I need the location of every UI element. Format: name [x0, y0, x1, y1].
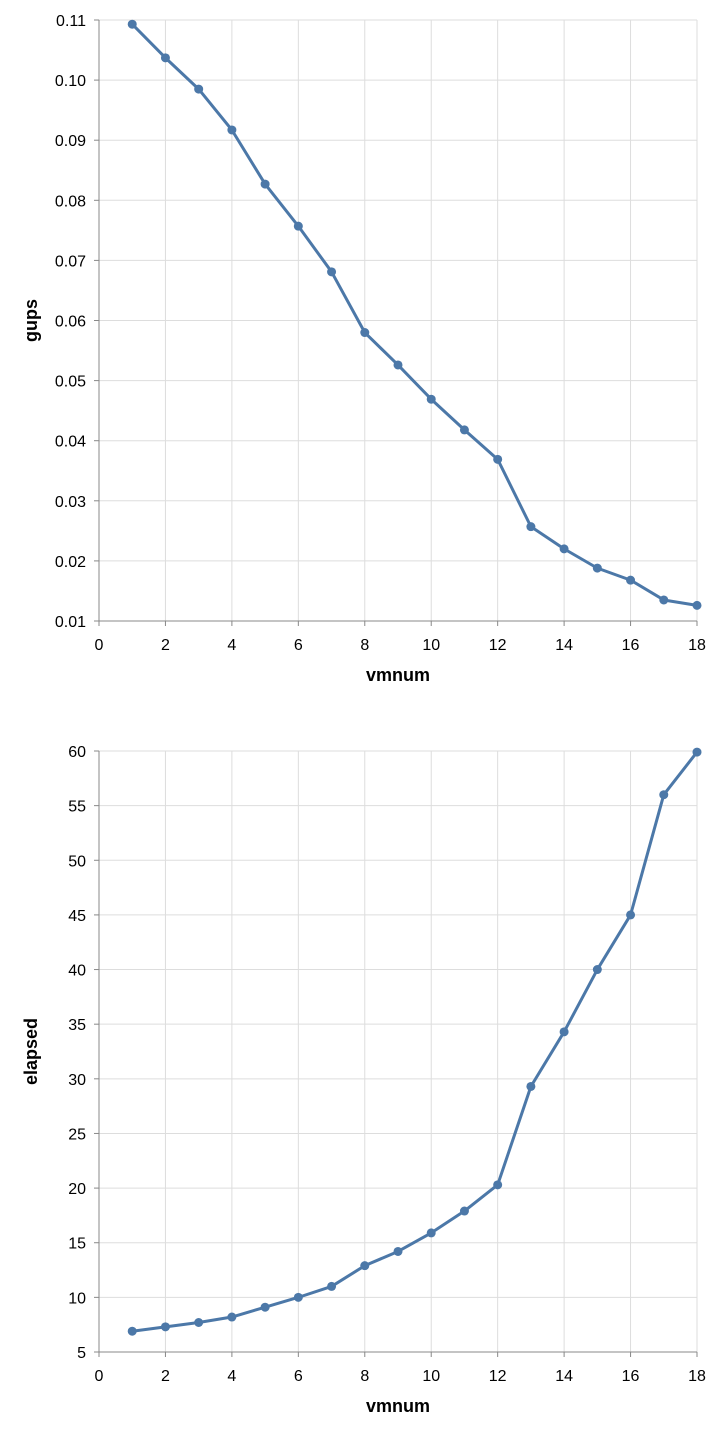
- x-axis: 0 2 4 6 8 10 12 14 16 18: [95, 1352, 706, 1385]
- x-tick-label: 18: [688, 637, 706, 654]
- y-tick-label: 0.09: [55, 133, 86, 150]
- y-tick-label: 0.03: [55, 494, 86, 511]
- x-tick-label: 6: [294, 1368, 303, 1385]
- elapsed-chart: 0 2 4 6 8 10 12 14 16 18 5 10 15 20 25 30 35 40 45 50 55 60 vm…: [21, 744, 706, 1416]
- data-point: [459, 425, 469, 435]
- data-point: [227, 1312, 237, 1322]
- y-tick-label: 0.04: [55, 434, 86, 451]
- data-point: [626, 575, 636, 585]
- data-point: [327, 1281, 337, 1291]
- data-point: [160, 53, 170, 63]
- y-tick-label: 20: [68, 1181, 86, 1198]
- y-tick-label: 0.02: [55, 554, 86, 571]
- grid-lines: [98, 19, 698, 622]
- x-tick-label: 16: [622, 1368, 640, 1385]
- x-tick-label: 0: [95, 1368, 104, 1385]
- data-point: [393, 1246, 403, 1256]
- series-line: [131, 23, 698, 607]
- data-point: [526, 1081, 536, 1091]
- y-tick-label: 55: [68, 799, 86, 816]
- y-axis: 0.01 0.02 0.03 0.04 0.05 0.06 0.07 0.08 0.09 0.10…: [55, 13, 99, 631]
- x-tick-label: 10: [422, 637, 440, 654]
- x-tick-label: 10: [422, 1368, 440, 1385]
- x-tick-label: 2: [161, 1368, 170, 1385]
- data-point: [127, 1326, 137, 1336]
- x-tick-label: 6: [294, 637, 303, 654]
- y-tick-label: 30: [68, 1072, 86, 1089]
- data-point: [194, 1317, 204, 1327]
- y-tick-label: 0.10: [55, 73, 86, 90]
- y-tick-label: 0.07: [55, 253, 86, 270]
- data-point: [260, 179, 270, 189]
- data-point: [227, 125, 237, 135]
- data-point: [659, 790, 669, 800]
- data-point: [293, 1292, 303, 1302]
- y-tick-label: 45: [68, 908, 86, 925]
- data-point: [526, 522, 536, 532]
- x-tick-label: 14: [555, 637, 573, 654]
- y-axis-title: gups: [21, 299, 41, 342]
- y-axis-title: elapsed: [21, 1018, 41, 1085]
- x-tick-label: 14: [555, 1368, 573, 1385]
- data-point: [592, 965, 602, 975]
- y-tick-label: 35: [68, 1017, 86, 1034]
- x-tick-label: 8: [360, 1368, 369, 1385]
- data-point: [160, 1322, 170, 1332]
- x-axis: 0 2 4 6 8 10 12 14 16 18: [95, 621, 706, 654]
- y-tick-label: 60: [68, 744, 86, 761]
- y-tick-label: 0.01: [55, 614, 86, 631]
- y-tick-label: 15: [68, 1236, 86, 1253]
- y-tick-label: 50: [68, 853, 86, 870]
- data-point: [493, 1180, 503, 1190]
- y-tick-label: 0.08: [55, 193, 86, 210]
- y-tick-label: 0.11: [56, 13, 86, 30]
- data-point: [393, 360, 403, 370]
- data-point: [426, 1228, 436, 1238]
- x-tick-label: 12: [489, 637, 507, 654]
- y-tick-label: 10: [68, 1290, 86, 1307]
- data-point: [493, 454, 503, 464]
- data-point: [260, 1302, 270, 1312]
- data-point: [692, 600, 702, 610]
- x-axis-title: vmnum: [366, 665, 430, 685]
- data-point: [459, 1206, 469, 1216]
- data-point: [360, 328, 370, 338]
- y-tick-label: 40: [68, 963, 86, 980]
- x-tick-label: 8: [360, 637, 369, 654]
- y-tick-label: 5: [77, 1345, 86, 1362]
- x-tick-label: 18: [688, 1368, 706, 1385]
- data-point: [426, 394, 436, 404]
- x-tick-label: 12: [489, 1368, 507, 1385]
- series-line: [132, 751, 699, 1333]
- data-point: [692, 747, 702, 757]
- x-tick-label: 4: [227, 1368, 236, 1385]
- y-tick-label: 0.05: [55, 374, 86, 391]
- gups-chart: 0 2 4 6 8 10 12 14 16 180.010.020.030.040.050.060…: [21, 13, 706, 685]
- data-point: [559, 1027, 569, 1037]
- data-point: [592, 563, 602, 573]
- x-tick-label: 2: [161, 637, 170, 654]
- x-tick-label: 0: [95, 637, 104, 654]
- data-point: [327, 267, 337, 277]
- y-tick-label: 0.06: [55, 314, 86, 331]
- data-point: [626, 910, 636, 920]
- data-point: [194, 84, 204, 94]
- data-point: [127, 19, 137, 29]
- grid-lines: [98, 750, 698, 1353]
- x-tick-label: 4: [227, 637, 236, 654]
- data-point: [659, 595, 669, 605]
- y-axis: 5 10 15 20 25 30 35 40 45 50 55 60: [68, 744, 99, 1362]
- x-tick-label: 16: [622, 637, 640, 654]
- data-point: [559, 544, 569, 554]
- x-axis-title: vmnum: [366, 1396, 430, 1416]
- data-point: [293, 221, 303, 231]
- data-point: [360, 1261, 370, 1271]
- y-tick-label: 25: [68, 1126, 86, 1143]
